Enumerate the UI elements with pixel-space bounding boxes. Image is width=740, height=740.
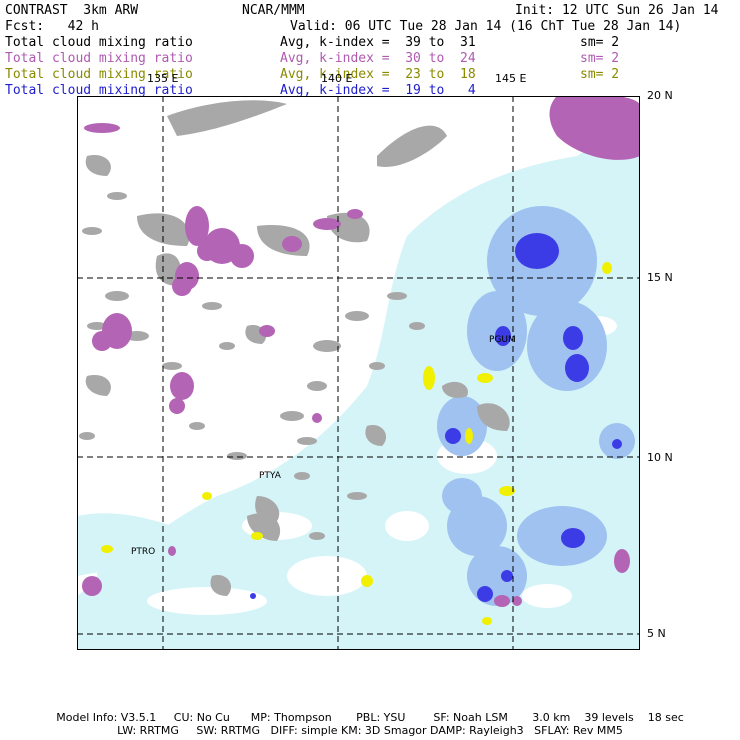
lon-label-145: 145 E xyxy=(495,72,527,85)
field-avg-3: Avg, k-index = 23 to 18 xyxy=(280,67,476,82)
field-sm-2: sm= 2 xyxy=(580,51,620,66)
field-name-3: Total cloud mixing ratio xyxy=(5,67,193,82)
field-avg-1: Avg, k-index = 39 to 31 xyxy=(280,35,476,50)
field-name-4: Total cloud mixing ratio xyxy=(5,83,193,98)
model-info-line-1: Model Info: V3.5.1 CU: No Cu MP: Thompso… xyxy=(56,711,684,724)
field-sm-1: sm= 2 xyxy=(580,35,620,50)
forecast-hour: Fcst: 42 h xyxy=(5,19,99,34)
center-label: NCAR/MMM xyxy=(242,3,305,18)
cloud-map: PGUM PTYA PTRO xyxy=(77,96,640,650)
model-title: CONTRAST 3km ARW xyxy=(5,3,139,18)
lon-label-140: 140 E xyxy=(321,72,353,85)
purple-cloud-field xyxy=(82,96,640,607)
field-sm-3: sm= 2 xyxy=(580,67,620,82)
lon-label-135: 135 E xyxy=(147,72,179,85)
field-avg-2: Avg, k-index = 30 to 24 xyxy=(280,51,476,66)
station-ptya: PTYA xyxy=(259,471,282,481)
model-info-line-2: LW: RRTMG SW: RRTMG DIFF: simple KM: 3D … xyxy=(117,724,623,737)
field-name-2: Total cloud mixing ratio xyxy=(5,51,193,66)
station-pgum: PGUM xyxy=(489,335,516,345)
field-name-1: Total cloud mixing ratio xyxy=(5,35,193,50)
field-avg-4: Avg, k-index = 19 to 4 xyxy=(280,83,476,98)
lat-lon-grid xyxy=(77,96,640,650)
station-ptro: PTRO xyxy=(131,547,155,557)
init-time: Init: 12 UTC Sun 26 Jan 14 xyxy=(515,3,719,18)
lat-label-15n: 15 N xyxy=(647,271,673,284)
valid-time: Valid: 06 UTC Tue 28 Jan 14 (16 ChT Tue … xyxy=(290,19,682,34)
lat-label-10n: 10 N xyxy=(647,451,673,464)
lat-label-20n: 20 N xyxy=(647,89,673,102)
deep-blue-cloud-cores xyxy=(250,233,622,602)
map-frame xyxy=(77,96,640,650)
yellow-cloud-field xyxy=(101,262,612,625)
lat-label-5n: 5 N xyxy=(647,627,666,640)
